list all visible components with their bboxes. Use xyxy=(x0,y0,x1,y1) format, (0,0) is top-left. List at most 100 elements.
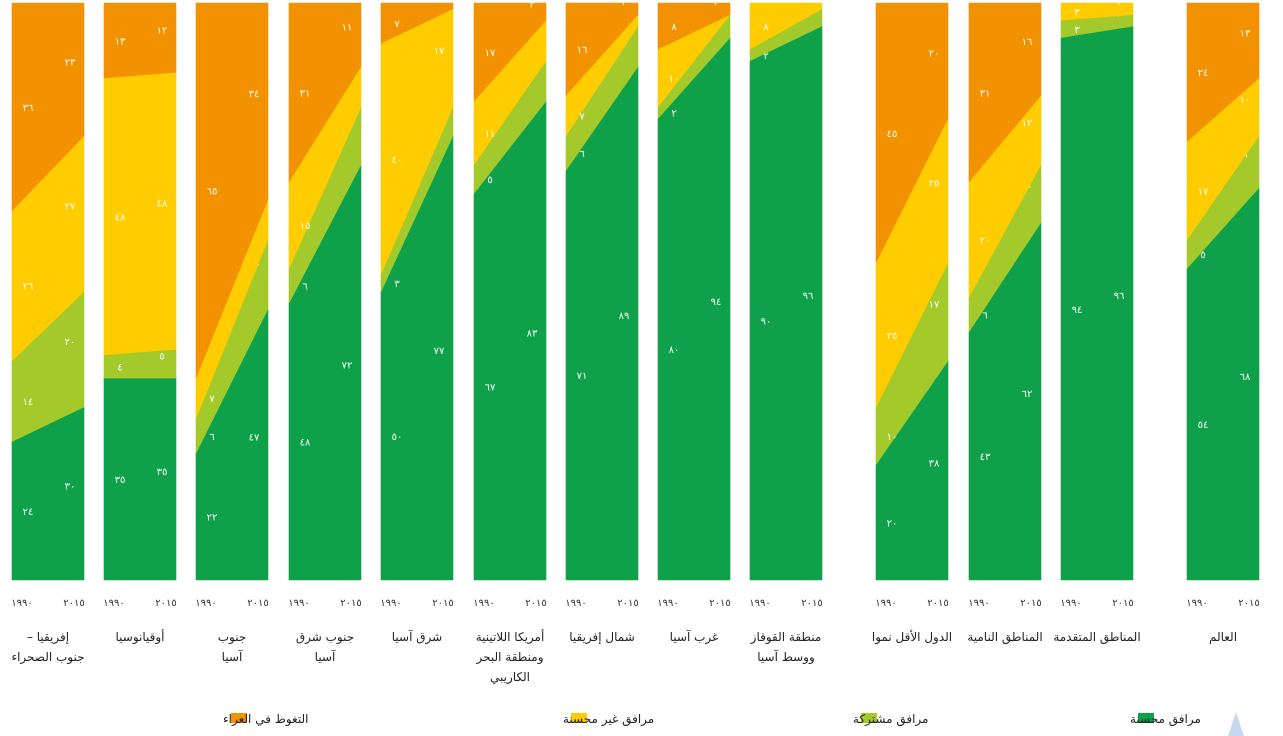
label-1990-improved-9: ٤٨ xyxy=(300,438,311,449)
label-2015-shared-3: ١٧ xyxy=(929,300,940,311)
label-1990-improved-11: ٣٥ xyxy=(115,475,126,486)
label-1990-shared-10: ٦ xyxy=(209,432,214,443)
year-1990-7: ١٩٩٠ xyxy=(473,598,494,609)
label-1990-unimproved-4: ٨ xyxy=(763,22,769,33)
band-improved-1 xyxy=(1061,26,1133,580)
label-1990-unimproved-11: ٤٨ xyxy=(115,212,126,223)
label-1990-improved-8: ٥٠ xyxy=(392,432,403,443)
year-1990-0: ١٩٩٠ xyxy=(1186,598,1207,609)
label-2015-improved-7: ٨٣ xyxy=(527,329,538,340)
year-1990-10: ١٩٩٠ xyxy=(195,598,216,609)
label-1990-open-2: ٣١ xyxy=(980,88,991,99)
label-1990-shared-8: ٣ xyxy=(394,279,400,290)
label-2015-unimproved-3: ٢٥ xyxy=(929,179,940,190)
label-2015-improved-2: ٦٢ xyxy=(1022,389,1033,400)
year-2015-4: ٢٠١٥ xyxy=(801,598,822,609)
label-1990-unimproved-1: ٣ xyxy=(1074,8,1080,19)
label-1990-shared-0: ٥ xyxy=(1200,250,1205,261)
decorative-triangle-icon xyxy=(1228,712,1244,736)
label-2015-improved-0: ٦٨ xyxy=(1240,372,1251,383)
label-1990-open-5: ٨ xyxy=(671,22,677,33)
year-2015-6: ٢٠١٥ xyxy=(617,598,638,609)
label-2015-open-2: ١٦ xyxy=(1022,37,1033,48)
region-label-1-0: المناطق المتقدمة xyxy=(1053,630,1140,645)
label-1990-improved-1: ٩٤ xyxy=(1072,305,1083,316)
year-1990-4: ١٩٩٠ xyxy=(749,598,770,609)
label-1990-shared-2: ٦ xyxy=(982,311,987,322)
label-2015-open-5: ٢ xyxy=(713,0,718,8)
band-improved-4 xyxy=(750,26,822,580)
region-label-6-0: شمال إفريقيا xyxy=(569,630,635,645)
label-2015-open-11: ١٢ xyxy=(157,26,168,37)
label-1990-improved-4: ٩٠ xyxy=(761,316,772,327)
year-2015-2: ٢٠١٥ xyxy=(1020,598,1041,609)
label-2015-improved-3: ٣٨ xyxy=(929,458,940,469)
region-label-2-0: المناطق النامية xyxy=(967,630,1042,645)
label-1990-improved-2: ٤٣ xyxy=(980,452,991,463)
label-2015-unimproved-12: ٢٧ xyxy=(65,202,76,213)
legend-label-shared: مرافق مشتركة xyxy=(853,712,928,727)
label-2015-improved-4: ٩٦ xyxy=(803,291,814,302)
label-2015-open-8: ١ xyxy=(436,0,441,5)
label-1990-improved-0: ٥٤ xyxy=(1198,420,1209,431)
label-2015-improved-8: ٧٧ xyxy=(434,346,445,357)
label-2015-unimproved-8: ١٧ xyxy=(434,46,445,57)
label-1990-improved-7: ٦٧ xyxy=(485,383,496,394)
year-1990-11: ١٩٩٠ xyxy=(103,598,124,609)
band-improved-5 xyxy=(658,38,730,580)
region-label-9-1: آسيا xyxy=(315,649,336,664)
region-label-10-1: آسيا xyxy=(222,649,243,664)
label-1990-unimproved-5: ١٠ xyxy=(669,74,680,85)
label-1990-open-0: ٢٤ xyxy=(1198,68,1209,79)
label-1990-unimproved-8: ٤٠ xyxy=(392,155,403,166)
label-1990-shared-9: ٦ xyxy=(302,282,307,293)
label-2015-open-12: ٢٣ xyxy=(65,57,76,68)
label-1990-open-10: ٦٥ xyxy=(207,187,218,198)
label-1990-open-9: ٣١ xyxy=(300,88,311,99)
label-1990-improved-12: ٢٤ xyxy=(23,507,34,518)
region-label-10-0: جنوب xyxy=(218,630,247,645)
label-2015-improved-12: ٣٠ xyxy=(65,481,76,492)
label-1990-shared-1: ٣ xyxy=(1074,25,1080,36)
label-1990-open-6: ١٦ xyxy=(577,45,588,56)
region-label-4-1: ووسط آسيا xyxy=(757,649,815,665)
label-2015-unimproved-0: ١٠ xyxy=(1240,95,1251,106)
label-1990-unimproved-3: ٢٥ xyxy=(887,331,898,342)
label-1990-shared-5: ٢ xyxy=(671,109,676,120)
label-2015-open-0: ١٣ xyxy=(1240,29,1251,40)
region-label-7-2: الكاريبي xyxy=(490,670,530,685)
label-2015-open-10: ٣٤ xyxy=(249,89,260,100)
year-2015-0: ٢٠١٥ xyxy=(1238,598,1259,609)
label-1990-unimproved-2: ٢٠ xyxy=(980,236,991,247)
label-1990-improved-5: ٨٠ xyxy=(669,345,680,356)
legend-label-open: التغوط في العراء xyxy=(223,712,308,727)
label-1990-shared-12: ١٤ xyxy=(23,397,34,408)
year-1990-2: ١٩٩٠ xyxy=(968,598,989,609)
year-2015-3: ٢٠١٥ xyxy=(927,598,948,609)
year-2015-1: ٢٠١٥ xyxy=(1112,598,1133,609)
label-2015-improved-9: ٧٢ xyxy=(342,360,353,371)
region-label-11-0: أوقيانوسيا xyxy=(115,629,164,645)
year-2015-7: ٢٠١٥ xyxy=(525,598,546,609)
label-2015-open-7: ٣ xyxy=(529,0,535,11)
label-2015-improved-10: ٤٧ xyxy=(249,432,260,443)
label-1990-improved-10: ٢٢ xyxy=(207,513,218,524)
label-1990-shared-6: ٦ xyxy=(579,149,584,160)
label-1990-improved-3: ٢٠ xyxy=(887,518,898,529)
year-2015-11: ٢٠١٥ xyxy=(155,598,176,609)
label-2015-shared-11: ٥ xyxy=(159,352,164,363)
year-2015-12: ٢٠١٥ xyxy=(63,598,84,609)
label-2015-improved-1: ٩٦ xyxy=(1114,291,1125,302)
label-2015-shared-12: ٢٠ xyxy=(65,337,76,348)
label-2015-unimproved-11: ٤٨ xyxy=(157,199,168,210)
region-label-9-0: جنوب شرق xyxy=(296,630,354,645)
year-2015-5: ٢٠١٥ xyxy=(709,598,730,609)
label-1990-unimproved-10: ٧ xyxy=(209,394,215,405)
region-label-0-0: العالم xyxy=(1209,630,1237,644)
year-1990-9: ١٩٩٠ xyxy=(288,598,309,609)
region-label-7-0: أمريكا اللاتينية xyxy=(476,629,545,645)
label-1990-shared-3: ١٠ xyxy=(887,432,898,443)
label-2015-open-3: ٢٠ xyxy=(929,49,940,60)
label-2015-unimproved-2: ١٢ xyxy=(1022,118,1033,129)
year-2015-9: ٢٠١٥ xyxy=(340,598,361,609)
